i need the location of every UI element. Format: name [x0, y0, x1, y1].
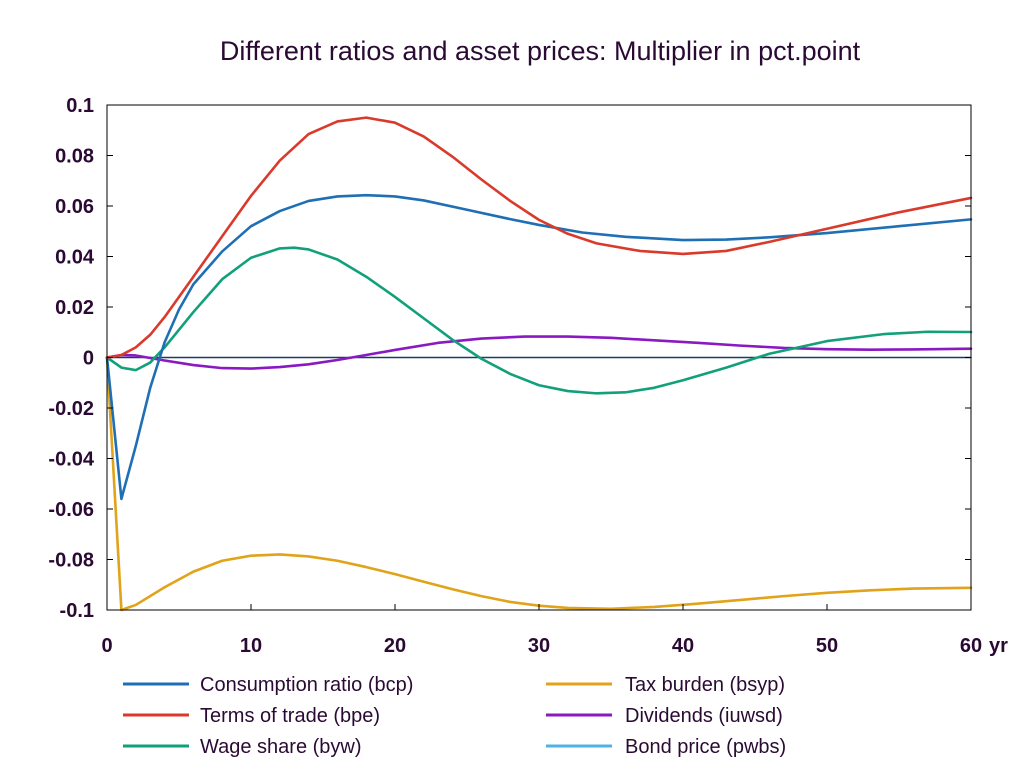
axes: 0.1 0.08 0.06 0.04 0.02 0 -0.02 -0.04 -0.06 -0.08… [48, 95, 1008, 657]
y-tick-label: 0.08 [55, 146, 94, 168]
x-tick-label: 60 [960, 635, 982, 657]
series-line-2 [105, 246, 973, 395]
y-tick-label: -0.1 [60, 600, 94, 622]
x-tick-label: 0 [101, 635, 112, 657]
legend-label: Wage share (byw) [200, 736, 362, 758]
y-tick-label: -0.06 [48, 499, 94, 521]
x-tick-label: 30 [528, 635, 550, 657]
legend-label: Dividends (iuwsd) [625, 705, 783, 727]
legend-label: Bond price (pwbs) [625, 736, 786, 758]
series-line-3 [105, 356, 973, 612]
x-tick-label: 10 [240, 635, 262, 657]
y-tick-label: 0.1 [66, 95, 94, 117]
y-tick-label: 0 [83, 348, 94, 370]
y-tick-label: 0.02 [55, 297, 94, 319]
y-tick-label: -0.08 [48, 550, 94, 572]
y-tick-label: -0.04 [48, 449, 94, 471]
chart-title: Different ratios and asset prices: Multi… [220, 36, 861, 66]
x-tick-label: 50 [816, 635, 838, 657]
legend-label: Consumption ratio (bcp) [200, 674, 413, 696]
series-line-4 [105, 335, 973, 370]
y-tick-label: 0.04 [55, 247, 95, 269]
series-line-0 [105, 193, 973, 501]
legend-label: Tax burden (bsyp) [625, 674, 785, 696]
series-line-1 [105, 116, 973, 359]
plot-area [105, 116, 973, 612]
y-tick-label: 0.06 [55, 196, 94, 218]
legend: Consumption ratio (bcp) Terms of trade (b… [123, 674, 786, 758]
x-tick-label: 40 [672, 635, 694, 657]
x-unit-label: yr [989, 635, 1008, 657]
legend-label: Terms of trade (bpe) [200, 705, 380, 727]
y-tick-label: -0.02 [48, 398, 94, 420]
x-tick-label: 20 [384, 635, 406, 657]
